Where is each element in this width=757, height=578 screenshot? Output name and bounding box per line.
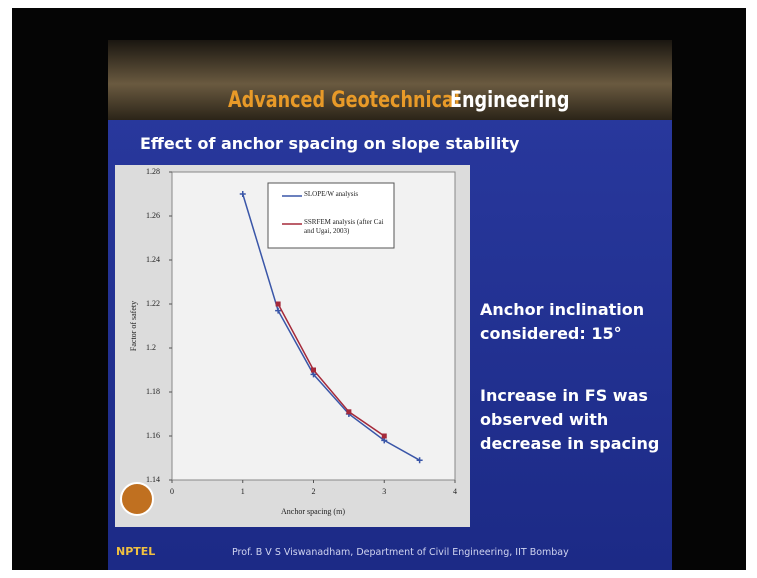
- data-point: [275, 307, 282, 314]
- banner: [108, 40, 672, 120]
- x-axis-label: Anchor spacing (m): [281, 507, 345, 516]
- y-tick-label: 1.28: [146, 167, 160, 176]
- x-tick-label: 2: [312, 487, 316, 496]
- note: Anchor inclination considered: 15°: [480, 300, 645, 343]
- data-point: [346, 409, 352, 415]
- data-point: [239, 191, 246, 197]
- y-tick-label: 1.26: [146, 211, 160, 220]
- data-point: [275, 301, 281, 307]
- y-tick-label: 1.22: [146, 299, 160, 308]
- banner-title: Advanced Geotechnical: [228, 88, 460, 113]
- y-tick-label: 1.14: [146, 475, 160, 484]
- legend-label: SLOPE/W analysis: [304, 190, 359, 198]
- data-point: [416, 457, 423, 464]
- banner-title: Engineering: [450, 88, 570, 113]
- legend-label-box: SLOPE/W analysis: [304, 190, 359, 198]
- x-tick-label: 3: [382, 487, 386, 496]
- data-point: [381, 433, 387, 439]
- slide-heading: Effect of anchor spacing on slope stabil…: [140, 134, 520, 153]
- legend-label: SSRFEM analysis (after Cai and Ugai, 200…: [304, 218, 384, 235]
- logo-text: NPTEL: [116, 545, 156, 558]
- series-line: [277, 303, 385, 437]
- y-tick-label: 1.2: [146, 343, 156, 352]
- y-tick-label: 1.24: [146, 255, 160, 264]
- x-tick-label: 0: [170, 487, 174, 496]
- x-tick-label: 1: [241, 487, 245, 496]
- series-line: [242, 193, 420, 461]
- logo: [120, 482, 154, 516]
- note: Increase in FS was observed with decreas…: [480, 386, 660, 453]
- y-tick-label: 1.18: [146, 387, 160, 396]
- footer: Prof. B V S Viswanadham, Department of C…: [232, 547, 569, 558]
- legend-label-box: SSRFEM analysis (after Cai and Ugai, 200…: [304, 218, 384, 235]
- y-axis-label: Factor of safety: [129, 301, 138, 351]
- x-tick-label: 4: [453, 487, 457, 496]
- y-tick-label: 1.16: [146, 431, 160, 440]
- legend: [267, 182, 395, 249]
- data-point: [311, 367, 316, 373]
